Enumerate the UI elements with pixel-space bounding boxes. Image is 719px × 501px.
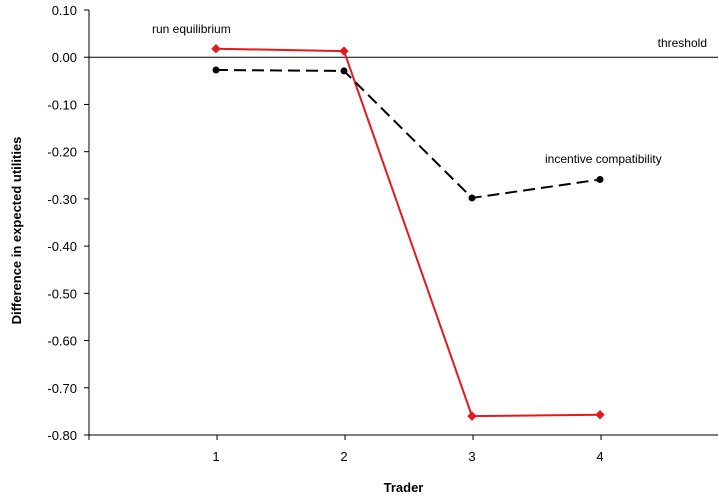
data-point [339,46,349,56]
series-label-incentive-compatibility: incentive compatibility [545,152,662,166]
series-line [215,47,601,418]
axes: 0.10 0.00 -0.10 -0.20 -0.30 -0.40 -0.50 -0.60 -0… [47,3,718,464]
y-tick-label: 0.00 [52,50,77,65]
x-tick-label: 2 [340,449,347,464]
series-2 [212,66,604,202]
y-tick-label: -0.50 [47,286,77,301]
y-tick-label: 0.10 [52,3,77,18]
threshold-label: threshold [658,36,707,50]
y-axis-title: Difference in expected utilities [9,137,24,325]
y-tick-label: -0.70 [47,381,77,396]
data-point [596,176,604,184]
x-tick-label: 4 [596,449,603,464]
data-point [340,67,348,75]
x-tick-label: 1 [212,449,219,464]
series-line [215,68,601,199]
y-tick-label: -0.40 [47,239,77,254]
threshold-group: threshold [89,36,718,58]
x-tick-label: 3 [468,449,475,464]
series-1 [211,44,605,421]
x-axis-title: Trader [384,480,424,495]
series-label-run-equilibrium: run equilibrium [152,22,231,36]
series-layer: run equilibrium incentive compatibility [152,22,662,421]
data-point [212,66,220,74]
y-tick-label: -0.60 [47,334,77,349]
data-point [595,409,605,420]
y-tick-label: -0.30 [47,192,77,207]
data-point [468,194,476,202]
y-tick-label: -0.80 [47,428,77,443]
data-point [467,411,477,421]
y-tick-label: -0.10 [47,97,77,112]
y-tick-label: -0.20 [47,145,77,160]
data-point [211,44,221,54]
